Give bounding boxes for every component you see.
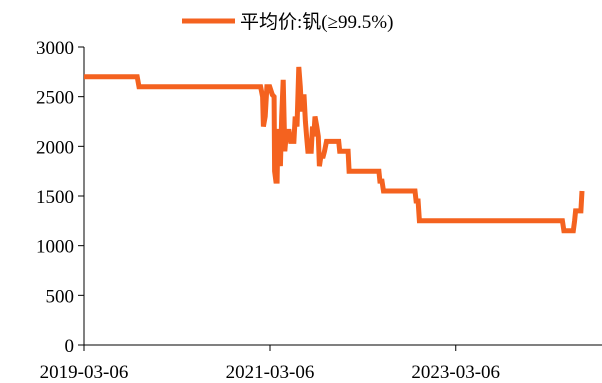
y-tick-label: 0: [65, 336, 75, 357]
series-line: [84, 66, 585, 234]
y-tick-label: 1500: [36, 187, 74, 208]
y-tick-label: 500: [46, 286, 75, 307]
x-tick-label: 2019-03-06: [40, 362, 129, 383]
x-tick-label: 2023-03-06: [411, 362, 500, 383]
y-tick-label: 2500: [36, 88, 74, 109]
y-tick-label: 2000: [36, 137, 74, 158]
legend-label: 平均价:钒(≥99.5%): [240, 11, 393, 33]
axes: 0 500 1000 1500 2000 2500 3000 2019-03-06 2021-0…: [36, 38, 602, 383]
legend: 平均价:钒(≥99.5%): [182, 11, 393, 33]
y-tick-label: 3000: [36, 38, 74, 59]
y-tick-label: 1000: [36, 237, 74, 258]
plot-area: [84, 66, 585, 234]
x-tick-label: 2021-03-06: [226, 362, 315, 383]
